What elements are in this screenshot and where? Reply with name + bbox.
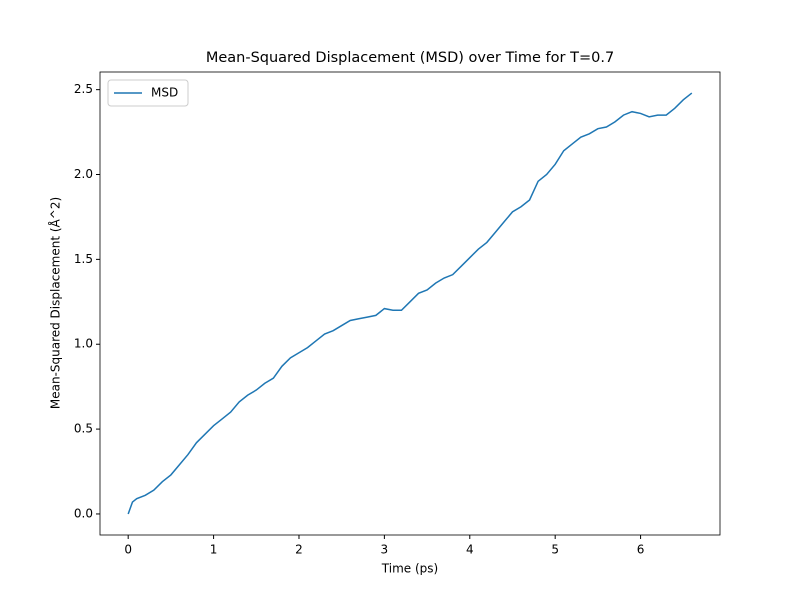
x-tick-label: 3: [381, 543, 389, 557]
x-tick-label: 5: [551, 543, 559, 557]
chart-title: Mean-Squared Displacement (MSD) over Tim…: [206, 50, 614, 66]
x-tick-label: 6: [637, 543, 645, 557]
y-tick-label: 1.5: [74, 252, 93, 266]
x-tick-label: 0: [124, 543, 132, 557]
x-tick-label: 2: [295, 543, 303, 557]
legend-box: [107, 79, 189, 107]
x-tick-label: 1: [210, 543, 218, 557]
y-tick-label: 2.5: [74, 82, 93, 96]
x-axis-label: Time (ps): [381, 562, 438, 576]
y-tick-label: 0.5: [74, 422, 93, 436]
plot-frame: [99, 71, 721, 536]
y-tick-label: 0.0: [74, 506, 93, 520]
y-tick-label: 1.0: [74, 337, 93, 351]
legend-label: MSD: [151, 86, 178, 100]
line-series: [127, 92, 693, 515]
x-tick-label: 4: [466, 543, 474, 557]
y-axis-label: Mean-Squared Displacement (Å^2): [48, 197, 63, 409]
y-tick-label: 2.0: [74, 167, 93, 181]
